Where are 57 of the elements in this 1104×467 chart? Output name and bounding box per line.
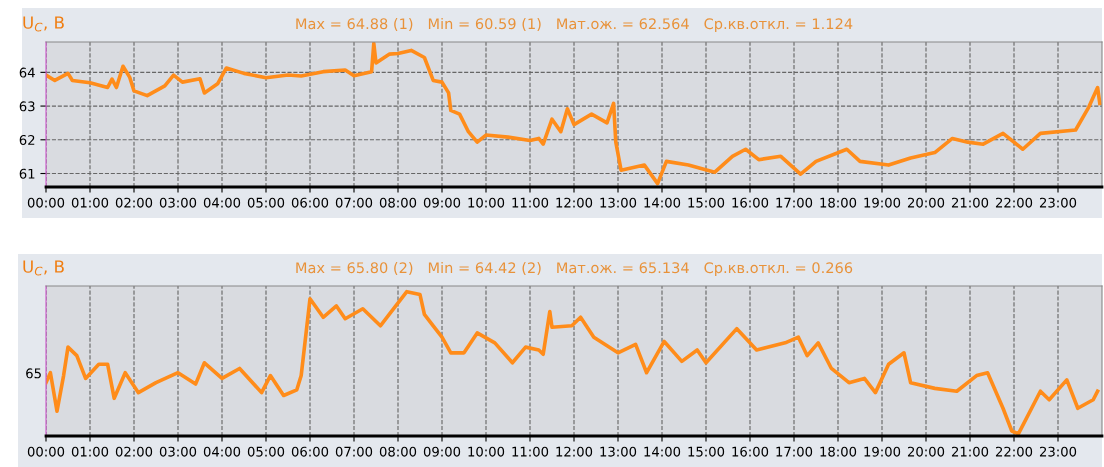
x-tick-label: 01:00 (71, 446, 109, 457)
text: 65 (26, 368, 41, 379)
y-tick-label: 61 (19, 168, 35, 179)
x-tick-label: 18:00 (820, 446, 857, 457)
x-tick-label: 10:00 (468, 446, 505, 457)
x-tick-label: 13:00 (600, 446, 637, 457)
y-tick-label: 64 (19, 67, 35, 78)
x-tick-label: 10:00 (468, 197, 505, 208)
x-tick-label: 21:00 (951, 197, 989, 208)
x-tick-label: 21:00 (951, 446, 989, 457)
x-tick-label: 00:00 (27, 197, 65, 208)
x-tick-label: 07:00 (335, 446, 373, 457)
x-tick-label: 18:00 (820, 197, 857, 208)
x-tick-label: 02:00 (115, 446, 153, 457)
x-tick-label: 04:00 (203, 197, 241, 208)
x-tick-label: 11:00 (512, 197, 549, 208)
chart-title: Max = 64.88 (1) Min = 60.59 (1) Мат.ож. = 62.564 Ср.кв.откл. = 1.124 (296, 17, 853, 33)
x-tick-label: 00:00 (27, 446, 65, 457)
x-tick-label: 05:00 (247, 446, 285, 457)
x-tick-label: 03:00 (159, 446, 197, 457)
x-tick-label: 14:00 (644, 197, 681, 208)
x-tick-label: 03:00 (159, 197, 197, 208)
x-tick-label: 08:00 (379, 446, 417, 457)
x-tick-label: 16:00 (732, 197, 769, 208)
x-tick-label: 02:00 (115, 197, 153, 208)
x-tick-label: 23:00 (1039, 446, 1077, 457)
x-tick-label: 19:00 (864, 446, 901, 457)
x-tick-label: 17:00 (776, 197, 813, 208)
x-tick-label: 09:00 (423, 446, 461, 457)
x-tick-label: 12:00 (556, 446, 593, 457)
x-tick-label: 04:00 (203, 446, 241, 457)
x-tick-label: 22:00 (995, 446, 1033, 457)
x-tick-label: 14:00 (644, 446, 681, 457)
x-tick-label: 11:00 (512, 446, 549, 457)
x-tick-label: 08:00 (379, 197, 417, 208)
x-tick-label: 05:00 (247, 197, 285, 208)
x-tick-label: 13:00 (600, 197, 637, 208)
x-tick-label: 06:00 (291, 446, 329, 457)
x-tick-label: 15:00 (688, 446, 725, 457)
x-tick-label: 20:00 (907, 446, 945, 457)
chart-title: Max = 65.80 (2) Min = 64.42 (2) Мат.ож. = 65.134 Ср.кв.откл. = 0.266 (296, 261, 853, 277)
x-tick-label: 15:00 (688, 197, 725, 208)
x-tick-label: 22:00 (995, 197, 1033, 208)
x-tick-label: 09:00 (423, 197, 461, 208)
x-tick-label: 17:00 (776, 446, 813, 457)
x-tick-label: 19:00 (864, 197, 901, 208)
x-tick-label: 16:00 (732, 446, 769, 457)
y-tick-label: 63 (19, 101, 35, 112)
x-tick-label: 12:00 (556, 197, 593, 208)
x-tick-label: 23:00 (1039, 197, 1077, 208)
y-axis-title: U$_{C}$, В (23, 260, 64, 276)
x-tick-label: 07:00 (335, 197, 373, 208)
x-tick-label: 20:00 (907, 197, 945, 208)
x-tick-label: 01:00 (71, 197, 109, 208)
y-axis-title: U$_{C}$, В (23, 16, 64, 32)
x-tick-label: 06:00 (291, 197, 329, 208)
y-tick-label: 62 (19, 135, 35, 145)
